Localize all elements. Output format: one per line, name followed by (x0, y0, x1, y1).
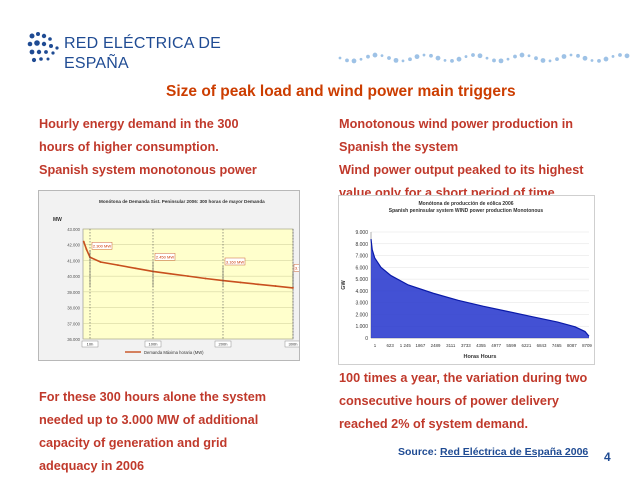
text-line: Hourly energy demand in the 300 (39, 117, 239, 131)
x-tick-label: 10h (87, 342, 94, 347)
x-tick-label: 6843 (537, 343, 547, 348)
x-tick-label: 5599 (506, 343, 516, 348)
x-tick-label: 623 (386, 343, 394, 348)
wind-chart: Monótona de producción de eólica 2006 Spa… (338, 195, 595, 365)
x-tick-label: 2489 (431, 343, 441, 348)
x-tick-label: 1 (374, 343, 377, 348)
x-tick-label: 1 245 (400, 343, 412, 348)
data-point (99, 261, 102, 263)
data-point (239, 281, 242, 284)
logo-text: RED ELÉCTRICA DE ESPAÑA (64, 34, 221, 74)
y-tick-label: 43.000 (67, 227, 80, 232)
data-point (204, 277, 207, 280)
x-tick-label: 1867 (416, 343, 426, 348)
y-axis-label: GW (341, 279, 347, 289)
annotation-label: 3.700 MW (295, 266, 299, 271)
y-tick-label: 5.000 (355, 277, 368, 283)
x-tick-label: 6221 (522, 343, 532, 348)
text-line: adequacy in 2006 (39, 459, 145, 473)
text-line: reached 2% of system demand. (339, 417, 528, 431)
annotation-label: 3.160 MW (226, 259, 244, 264)
text-line: consecutive hours of power delivery (339, 394, 559, 408)
annotation-box (224, 257, 246, 266)
source-link[interactable]: Red Eléctrica de España 2006 (440, 446, 589, 458)
x-axis-label: Horas Hours (463, 354, 496, 360)
data-point (292, 287, 294, 289)
decorative-pattern-icon (338, 52, 630, 64)
text-line: Spanish system monotonous power (39, 163, 257, 177)
text-line: Spanish the system (339, 140, 459, 154)
annotation-box (154, 253, 176, 261)
text-line: For these 300 hours alone the system (39, 390, 267, 404)
x-tick-label: 100h (149, 342, 158, 347)
source-prefix: Source: (398, 446, 441, 458)
x-tick-label: 4355 (476, 343, 486, 348)
x-tick-label: 3111 (446, 343, 456, 348)
chart-subtitle: Spanish peninsular system WIND power pro… (389, 208, 544, 214)
text-line: Wind power output peaked to its highest (339, 163, 584, 177)
y-tick-label: 9.000 (355, 230, 368, 236)
wind-line (370, 238, 590, 337)
annotation-label: 2.300 MW (93, 244, 111, 249)
right-top-text: Monotonous wind power production in Span… (339, 113, 583, 205)
annotation-label: 2.450 MW (156, 255, 174, 260)
data-point (85, 248, 88, 251)
x-tick-label: 200h (219, 342, 228, 347)
y-tick-label: 7.000 (355, 254, 368, 260)
x-tick-box (144, 340, 162, 348)
data-point (257, 283, 259, 286)
y-tick-label: 6.000 (355, 265, 368, 271)
y-tick-label: 2.000 (355, 312, 368, 318)
x-tick-label: 3733 (461, 343, 471, 348)
y-tick-label: 39.000 (67, 290, 80, 295)
y-tick-label: 1.000 (355, 324, 368, 330)
ree-logo-icon (27, 32, 59, 63)
x-tick-label: 300h (289, 342, 298, 347)
data-point (169, 272, 172, 275)
page-number: 4 (604, 450, 611, 464)
annotation-box (91, 242, 113, 250)
wind-area (371, 239, 589, 338)
y-tick-label: 0 (365, 336, 368, 342)
y-tick-label: 38.000 (67, 306, 80, 311)
y-tick-label: 42.000 (67, 243, 80, 248)
y-tick-label: 3.000 (355, 301, 368, 307)
x-tick-box (214, 340, 232, 348)
logo-line1: RED ELÉCTRICA DE (64, 35, 222, 52)
chart-title: Monótona de Demanda Sist. Peninsular 200… (99, 199, 265, 204)
source-note: Source: Red Eléctrica de España 2006 (398, 446, 588, 458)
data-point (134, 267, 137, 270)
x-tick-label: 4977 (491, 343, 501, 348)
y-tick-label: 37.000 (67, 321, 80, 326)
text-line: capacity of generation and grid (39, 436, 228, 450)
data-point (117, 264, 119, 267)
y-tick-label: 41.000 (67, 258, 80, 263)
x-tick-label: 8709 (582, 343, 592, 348)
y-tick-label: 40.000 (67, 274, 80, 279)
text-line: 100 times a year, the variation during t… (339, 371, 588, 385)
data-point (82, 240, 85, 243)
y-tick-label: 36.000 (67, 337, 80, 342)
legend-label: Demanda Máxima horaria (MW) (144, 350, 204, 355)
text-line: needed up to 3.000 MW of additional (39, 413, 259, 427)
logo-line2: ESPAÑA (64, 55, 129, 72)
demand-chart: Monótona de Demanda Sist. Peninsular 200… (38, 190, 315, 361)
slide-title: Size of peak load and wind power main tr… (166, 83, 516, 100)
text-line: Monotonous wind power production in (339, 117, 573, 131)
chart-title: Monótona de producción de eólica 2006 (418, 201, 513, 207)
left-bottom-text: For these 300 hours alone the system nee… (39, 386, 266, 478)
x-tick-label: 7465 (552, 343, 562, 348)
data-point (187, 275, 189, 278)
y-tick-label: 8.000 (355, 242, 368, 248)
y-tick-label: 4.000 (355, 289, 368, 295)
right-bottom-text: 100 times a year, the variation during t… (339, 367, 587, 436)
x-tick-box (81, 340, 99, 348)
data-point (274, 285, 277, 287)
y-axis-label: MW (53, 217, 62, 223)
x-tick-label: 8087 (567, 343, 577, 348)
text-line: hours of higher consumption. (39, 140, 219, 154)
